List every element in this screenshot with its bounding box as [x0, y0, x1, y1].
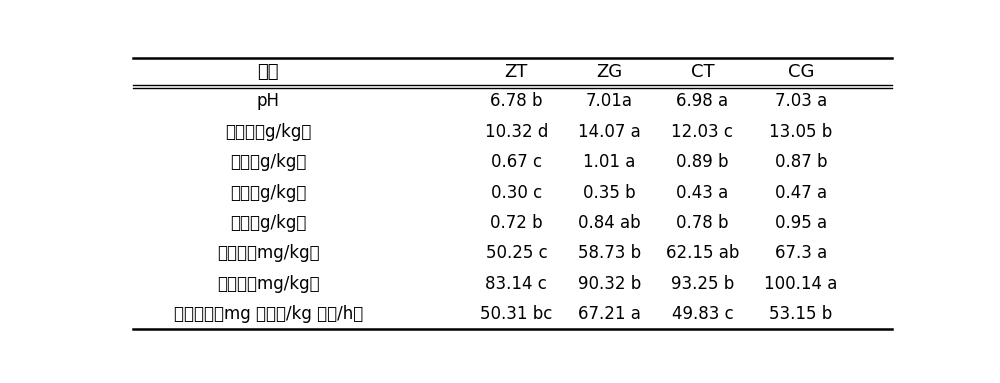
- Text: 0.95 a: 0.95 a: [775, 214, 827, 232]
- Text: 0.43 a: 0.43 a: [676, 183, 728, 201]
- Text: 50.31 bc: 50.31 bc: [480, 305, 553, 323]
- Text: 7.03 a: 7.03 a: [775, 92, 827, 110]
- Text: 53.15 b: 53.15 b: [769, 305, 832, 323]
- Text: 10.32 d: 10.32 d: [485, 123, 548, 141]
- Text: 0.84 ab: 0.84 ab: [578, 214, 641, 232]
- Text: pH: pH: [257, 92, 280, 110]
- Text: 6.78 b: 6.78 b: [490, 92, 543, 110]
- Text: 100.14 a: 100.14 a: [764, 275, 837, 293]
- Text: 6.98 a: 6.98 a: [676, 92, 728, 110]
- Text: 处理: 处理: [258, 63, 279, 81]
- Text: 14.07 a: 14.07 a: [578, 123, 641, 141]
- Text: 49.83 c: 49.83 c: [672, 305, 733, 323]
- Text: ZG: ZG: [596, 63, 622, 81]
- Text: CG: CG: [788, 63, 814, 81]
- Text: 93.25 b: 93.25 b: [671, 275, 734, 293]
- Text: 58.73 b: 58.73 b: [578, 244, 641, 262]
- Text: 0.30 c: 0.30 c: [491, 183, 542, 201]
- Text: 50.25 c: 50.25 c: [486, 244, 547, 262]
- Text: 0.87 b: 0.87 b: [775, 153, 827, 171]
- Text: 83.14 c: 83.14 c: [485, 275, 547, 293]
- Text: CT: CT: [691, 63, 714, 81]
- Text: 1.01 a: 1.01 a: [583, 153, 636, 171]
- Text: 67.3 a: 67.3 a: [775, 244, 827, 262]
- Text: 速效钾（mg/kg）: 速效钾（mg/kg）: [217, 275, 320, 293]
- Text: 速效磷（mg/kg）: 速效磷（mg/kg）: [217, 244, 320, 262]
- Text: 0.67 c: 0.67 c: [491, 153, 542, 171]
- Text: 全氮（g/kg）: 全氮（g/kg）: [230, 153, 307, 171]
- Text: 12.03 c: 12.03 c: [671, 123, 733, 141]
- Text: 90.32 b: 90.32 b: [578, 275, 641, 293]
- Text: 67.21 a: 67.21 a: [578, 305, 641, 323]
- Text: 7.01a: 7.01a: [586, 92, 633, 110]
- Text: 土壤活性（mg 荧光素/kg 干土/h）: 土壤活性（mg 荧光素/kg 干土/h）: [174, 305, 363, 323]
- Text: ZT: ZT: [505, 63, 528, 81]
- Text: 0.35 b: 0.35 b: [583, 183, 636, 201]
- Text: 全钾（g/kg）: 全钾（g/kg）: [230, 214, 307, 232]
- Text: 0.89 b: 0.89 b: [676, 153, 729, 171]
- Text: 13.05 b: 13.05 b: [769, 123, 832, 141]
- Text: 有机质（g/kg）: 有机质（g/kg）: [225, 123, 312, 141]
- Text: 0.47 a: 0.47 a: [775, 183, 827, 201]
- Text: 0.72 b: 0.72 b: [490, 214, 543, 232]
- Text: 全磷（g/kg）: 全磷（g/kg）: [230, 183, 307, 201]
- Text: 62.15 ab: 62.15 ab: [666, 244, 739, 262]
- Text: 0.78 b: 0.78 b: [676, 214, 729, 232]
